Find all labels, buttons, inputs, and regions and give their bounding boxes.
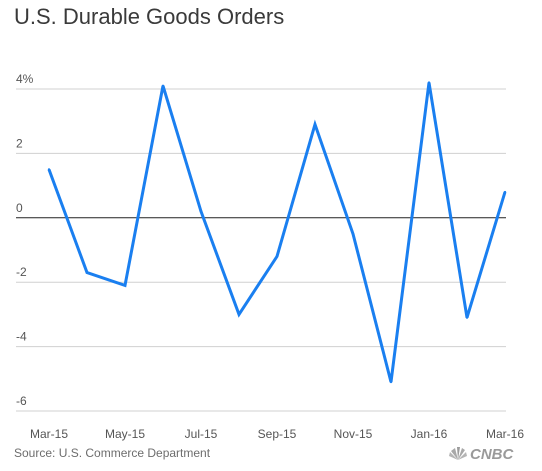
data-point xyxy=(161,84,165,87)
x-tick-label: Jan-16 xyxy=(411,427,448,441)
x-tick-labels: Mar-15 May-15 Jul-15 Sep-15 Nov-15 Jan-16 Mar-… xyxy=(30,427,524,441)
data-point xyxy=(123,284,127,287)
data-point xyxy=(199,210,203,213)
data-point xyxy=(465,316,469,319)
y-tick-label: 4% xyxy=(16,72,34,86)
y-tick-label: -6 xyxy=(16,394,27,408)
data-point xyxy=(275,255,279,258)
x-tick-label: Jul-15 xyxy=(185,427,218,441)
data-point xyxy=(313,123,317,126)
x-tick-label: Mar-15 xyxy=(30,427,68,441)
y-tick-label: 0 xyxy=(16,201,23,215)
brand-wordmark: CNBC xyxy=(470,446,514,463)
chart-title: U.S. Durable Goods Orders xyxy=(14,4,285,29)
data-point xyxy=(237,313,241,316)
y-tick-label: -4 xyxy=(16,330,27,344)
y-tick-label: -2 xyxy=(16,265,27,279)
peacock-icon xyxy=(449,447,467,460)
cnbc-logo: CNBC xyxy=(449,446,514,463)
x-tick-label: May-15 xyxy=(105,427,145,441)
y-tick-label: 2 xyxy=(16,136,23,150)
x-tick-label: Sep-15 xyxy=(258,427,297,441)
series-lines xyxy=(47,81,507,384)
x-tick-label: Mar-16 xyxy=(486,427,524,441)
data-point xyxy=(351,232,355,236)
data-point xyxy=(389,380,393,384)
data-point xyxy=(427,81,431,84)
source-note: Source: U.S. Commerce Department xyxy=(14,446,211,460)
y-tick-labels: 4% 2 0 -2 -4 -6 xyxy=(16,72,34,408)
grid-lines xyxy=(16,88,506,412)
data-point xyxy=(47,168,51,171)
x-tick-label: Nov-15 xyxy=(334,427,373,441)
series-line xyxy=(47,82,507,383)
data-point xyxy=(85,271,89,274)
data-point xyxy=(503,190,507,194)
